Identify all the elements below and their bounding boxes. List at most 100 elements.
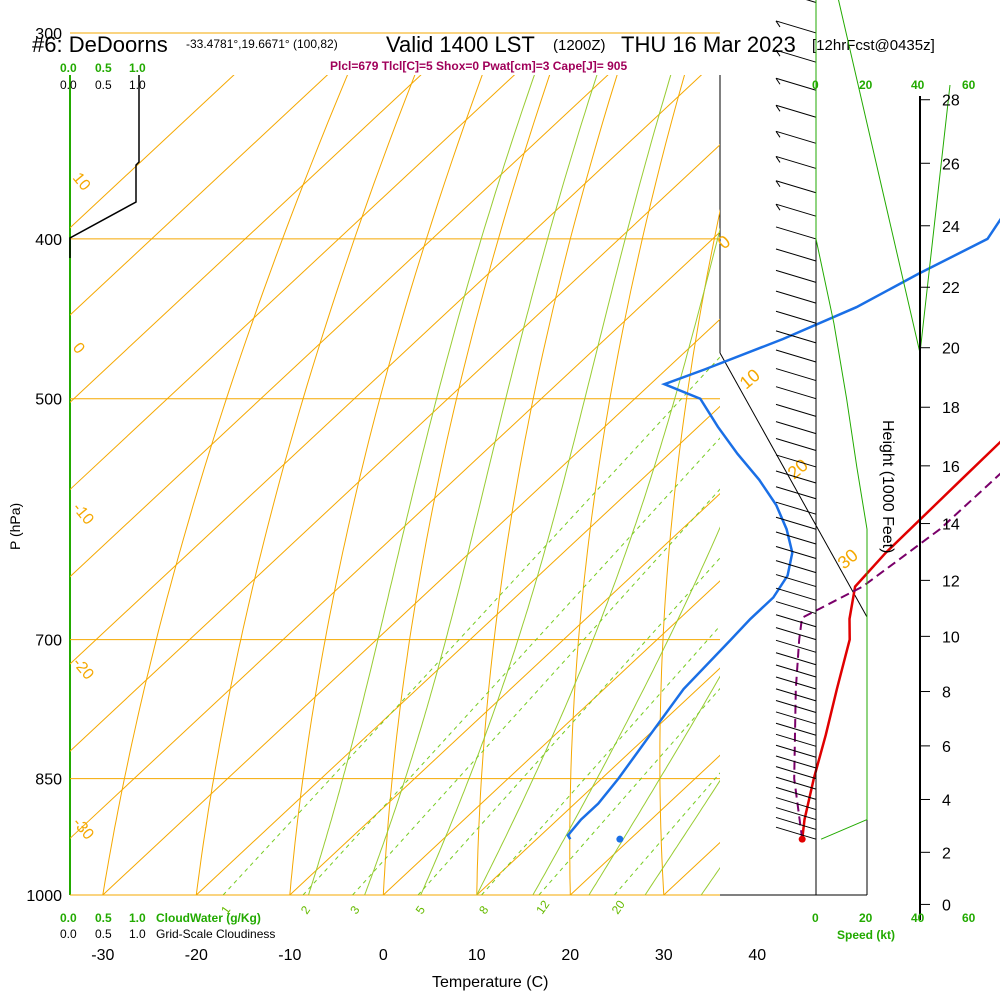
mixing-ratio-line xyxy=(538,687,720,895)
isotherm-line xyxy=(70,75,609,578)
pressure-label: 300 xyxy=(35,26,62,43)
wind-barb xyxy=(805,0,817,3)
wind-barb-feather xyxy=(775,180,781,188)
isotherm-line xyxy=(70,75,703,665)
y-axis-label: P (hPa) xyxy=(7,503,23,550)
height-tick-label: 28 xyxy=(942,93,960,110)
surface-temp-point xyxy=(798,835,806,843)
wind-barb xyxy=(775,531,817,545)
temperature-tick-label: -20 xyxy=(185,947,208,964)
bottom-grid-scale-label: 1.0 xyxy=(129,927,146,941)
moist-adiabat-line xyxy=(420,75,672,895)
speed-tick-label: 20 xyxy=(859,78,873,92)
moist-adiabat-line xyxy=(308,75,535,895)
wind-barb xyxy=(775,104,817,118)
wind-barb xyxy=(775,454,817,468)
speed-tick-label: 20 xyxy=(859,911,873,925)
isotherm-line xyxy=(70,75,235,229)
wind-barb-feather xyxy=(775,77,781,85)
wind-barb xyxy=(775,248,817,262)
temperature-tick-label: 0 xyxy=(379,947,388,964)
wind-barb xyxy=(775,744,817,758)
wind-barb xyxy=(775,403,817,417)
isotherm-label: -10 xyxy=(69,500,97,529)
temperature-line xyxy=(800,440,1000,840)
wind-barb xyxy=(775,421,817,435)
wind-barb xyxy=(775,786,817,800)
wind-barb-feather xyxy=(775,20,781,28)
forecast-label: [12hrFcst@0435z] xyxy=(812,37,935,54)
x-axis-label: Temperature (C) xyxy=(432,974,548,991)
mixing-ratio-line xyxy=(352,488,720,895)
wind-barb xyxy=(775,711,817,725)
sounding-series xyxy=(566,217,1000,843)
mixing-ratio-label: 12 xyxy=(533,897,552,916)
wind-barb xyxy=(775,330,817,344)
wind-barb xyxy=(775,766,817,780)
mixing-ratio-line xyxy=(417,557,720,895)
parcel-line xyxy=(793,472,1000,840)
temperature-tick-label: -10 xyxy=(278,947,301,964)
mixing-ratio-line xyxy=(222,356,720,895)
wind-barb xyxy=(775,349,817,363)
wind-barb xyxy=(775,368,817,382)
bottom-cloud-scale-label: 0.5 xyxy=(95,911,112,925)
isotherm-line xyxy=(289,493,720,895)
isotherm-line xyxy=(70,75,329,316)
bottom-cloud-scale-label: 1.0 xyxy=(129,911,146,925)
wind-barb xyxy=(775,155,817,169)
temperature-ticks: -30 -20 -10 0 10 20 30 40 xyxy=(91,947,766,964)
moist-adiabat-line xyxy=(588,675,720,895)
pressure-label: 500 xyxy=(35,392,62,409)
speed-tick-label: 40 xyxy=(911,78,925,92)
wind-barb xyxy=(775,776,817,790)
temperature-tick-label: 10 xyxy=(468,947,486,964)
dry-adiabat-labels: 0 10 20 30 xyxy=(714,231,862,573)
pressure-labels: 2503004005007008501000 xyxy=(26,26,62,905)
dry-adiabat-line xyxy=(747,0,872,902)
dry-adiabat-line xyxy=(195,75,416,895)
mixing-ratio-labels: 1 2 3 5 8 12 20 xyxy=(218,897,628,916)
wind-barb-feather xyxy=(775,131,781,138)
temperature-tick-label: 20 xyxy=(561,947,579,964)
wind-barb xyxy=(775,700,817,713)
wind-barb xyxy=(775,180,817,194)
isotherm-line xyxy=(70,144,720,752)
wind-barb xyxy=(775,269,817,283)
height-tick-label: 2 xyxy=(942,845,951,862)
height-tick-label: 18 xyxy=(942,400,960,417)
height-tick-label: 16 xyxy=(942,459,960,476)
dry-adiabat-line xyxy=(659,208,720,895)
wind-barb xyxy=(775,807,817,821)
wind-barb xyxy=(775,722,817,736)
wind-barb xyxy=(775,470,817,484)
speed-tick-label: 40 xyxy=(911,911,925,925)
top-scale-labels: 0.0 0.5 1.0 0.0 0.5 1.0 xyxy=(60,61,146,92)
moist-adiabat-line xyxy=(364,75,598,895)
wind-barb xyxy=(775,501,817,515)
surface-dewpoint-point xyxy=(616,835,624,843)
wind-barb-feather xyxy=(775,49,781,57)
zulu-time: (1200Z) xyxy=(553,37,606,54)
wind-barb xyxy=(775,797,817,811)
pressure-label: 400 xyxy=(35,232,62,249)
wind-barb xyxy=(775,545,817,559)
speed-axis-label: Speed (kt) xyxy=(837,928,895,942)
top-grid-scale-label: 0.0 xyxy=(60,78,77,92)
moist-adiabat-line xyxy=(700,866,720,895)
mixing-ratio-label: 3 xyxy=(347,903,362,917)
height-tick-label: 14 xyxy=(942,517,960,534)
mixing-ratio-line xyxy=(481,625,720,895)
isotherm-line xyxy=(102,318,720,895)
sounding-indices: Plcl=679 Tlcl[C]=5 Shox=0 Pwat[cm]=3 Cap… xyxy=(330,59,627,73)
wind-barb xyxy=(775,203,817,217)
wind-barb xyxy=(775,486,817,500)
dry-adiabat-lines xyxy=(102,0,872,902)
isotherm-line xyxy=(70,231,720,840)
wind-barb xyxy=(775,130,817,144)
cloudwater-line xyxy=(69,75,140,258)
isotherm-line xyxy=(195,405,720,895)
height-tick-label: 6 xyxy=(942,739,951,756)
speed-scale-top: 0 20 40 60 xyxy=(812,78,976,92)
